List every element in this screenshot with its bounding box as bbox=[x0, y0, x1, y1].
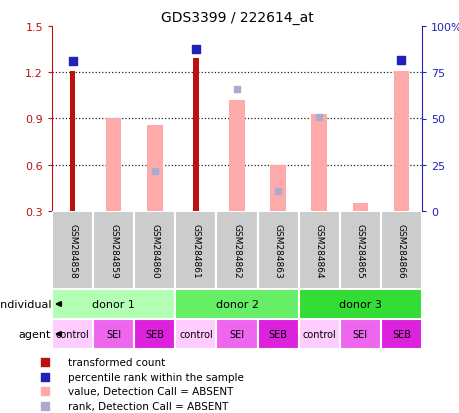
Bar bbox=[175, 319, 216, 349]
Bar bbox=[298, 319, 339, 349]
Bar bbox=[380, 211, 421, 289]
Point bbox=[41, 388, 48, 394]
Bar bbox=[216, 211, 257, 289]
Text: control: control bbox=[56, 329, 89, 339]
Point bbox=[41, 358, 48, 365]
Text: donor 3: donor 3 bbox=[338, 299, 381, 309]
Text: control: control bbox=[302, 329, 336, 339]
Text: GSM284866: GSM284866 bbox=[396, 223, 405, 278]
Point bbox=[41, 403, 48, 410]
Bar bbox=[393, 71, 409, 211]
Point bbox=[397, 59, 404, 66]
Bar bbox=[311, 114, 326, 211]
Bar bbox=[175, 211, 216, 289]
Bar bbox=[193, 59, 198, 211]
Text: individual: individual bbox=[0, 299, 51, 309]
Bar bbox=[93, 211, 134, 289]
Text: SEI: SEI bbox=[106, 329, 121, 339]
Bar bbox=[352, 204, 367, 211]
Point bbox=[151, 168, 158, 175]
Text: percentile rank within the sample: percentile rank within the sample bbox=[68, 372, 244, 382]
Bar bbox=[52, 289, 175, 319]
Title: GDS3399 / 222614_at: GDS3399 / 222614_at bbox=[160, 11, 313, 24]
Bar bbox=[70, 71, 75, 211]
Bar bbox=[52, 211, 93, 289]
Text: GSM284863: GSM284863 bbox=[273, 223, 282, 278]
Bar bbox=[134, 211, 175, 289]
Text: value, Detection Call = ABSENT: value, Detection Call = ABSENT bbox=[68, 386, 233, 396]
Bar bbox=[339, 319, 380, 349]
Point bbox=[397, 57, 404, 64]
Text: GSM284862: GSM284862 bbox=[232, 223, 241, 278]
Text: GSM284859: GSM284859 bbox=[109, 223, 118, 278]
Bar bbox=[175, 289, 298, 319]
Bar bbox=[134, 319, 175, 349]
Bar bbox=[93, 319, 134, 349]
Bar bbox=[270, 165, 285, 211]
Text: SEB: SEB bbox=[391, 329, 410, 339]
Text: agent: agent bbox=[19, 329, 51, 339]
Bar bbox=[298, 211, 339, 289]
Text: rank, Detection Call = ABSENT: rank, Detection Call = ABSENT bbox=[68, 401, 228, 411]
Text: SEB: SEB bbox=[145, 329, 164, 339]
Point bbox=[233, 87, 240, 93]
Text: control: control bbox=[179, 329, 213, 339]
Text: GSM284858: GSM284858 bbox=[68, 223, 77, 278]
Bar bbox=[298, 289, 421, 319]
Bar bbox=[106, 119, 121, 211]
Text: SEI: SEI bbox=[352, 329, 367, 339]
Bar bbox=[146, 126, 162, 211]
Bar bbox=[339, 211, 380, 289]
Point bbox=[69, 59, 76, 66]
Point bbox=[192, 47, 199, 53]
Text: GSM284860: GSM284860 bbox=[150, 223, 159, 278]
Bar bbox=[229, 101, 244, 211]
Text: GSM284865: GSM284865 bbox=[355, 223, 364, 278]
Point bbox=[315, 114, 322, 121]
Bar bbox=[52, 319, 93, 349]
Text: transformed count: transformed count bbox=[68, 357, 165, 367]
Bar bbox=[257, 211, 298, 289]
Bar bbox=[380, 319, 421, 349]
Text: SEB: SEB bbox=[268, 329, 287, 339]
Text: donor 1: donor 1 bbox=[92, 299, 135, 309]
Text: SEI: SEI bbox=[229, 329, 244, 339]
Point bbox=[274, 188, 281, 195]
Text: GSM284861: GSM284861 bbox=[191, 223, 200, 278]
Bar bbox=[216, 319, 257, 349]
Bar bbox=[257, 319, 298, 349]
Text: donor 2: donor 2 bbox=[215, 299, 258, 309]
Point bbox=[41, 374, 48, 380]
Text: GSM284864: GSM284864 bbox=[314, 223, 323, 278]
